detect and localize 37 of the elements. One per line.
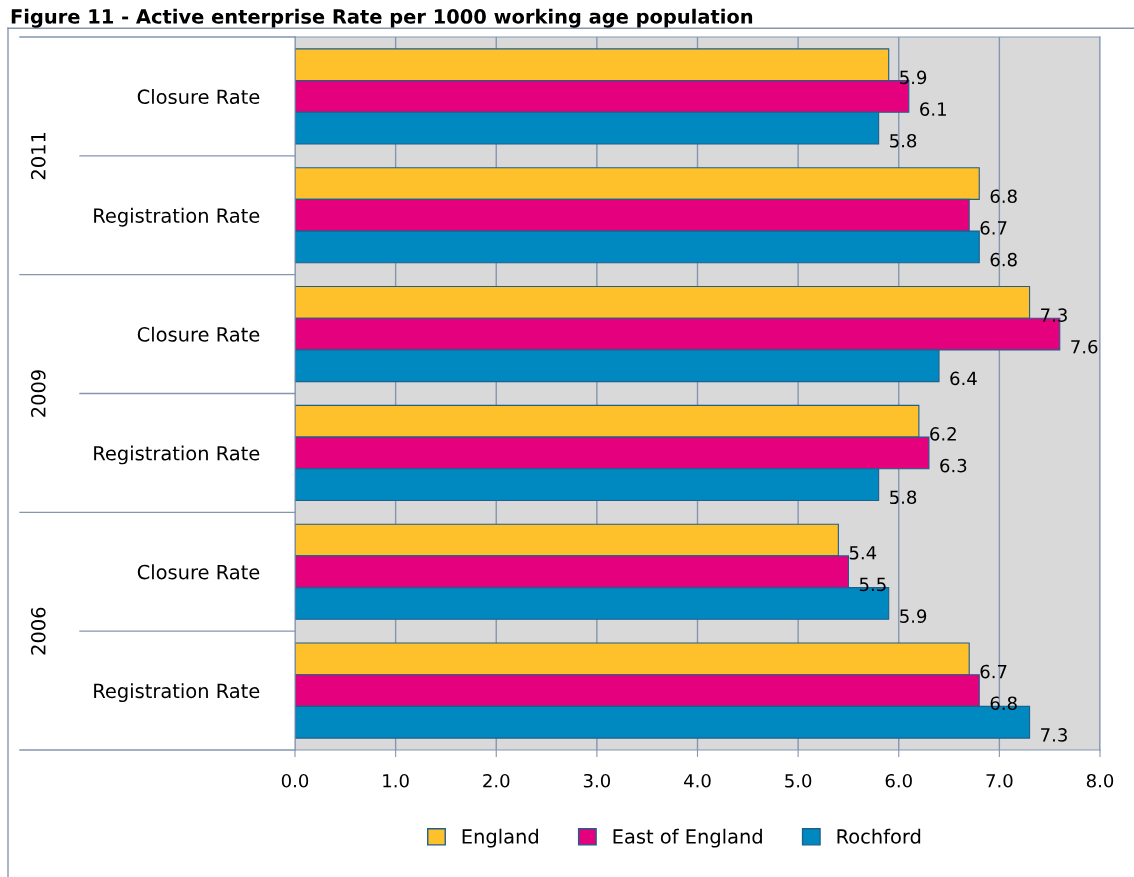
y-tick-label: Registration Rate [94, 207, 260, 227]
chart-title: Figure 11 - Active enterprise Rate per 1000 working age population [11, 8, 753, 28]
text: 2009 [30, 370, 46, 417]
data-label: 7.3 [1041, 728, 1067, 742]
x-tick-label: 2.0 [483, 773, 510, 788]
x-tick-label: 0.0 [281, 773, 309, 788]
data-label: 6.8 [990, 252, 1017, 267]
x-tick-label: 7.0 [986, 773, 1013, 788]
x-tick-label: 3.0 [583, 773, 611, 788]
data-label: 5.9 [900, 70, 927, 85]
text: 2011 [30, 132, 46, 180]
data-label: 5.9 [900, 609, 927, 623]
data-label: 6.7 [980, 664, 1007, 679]
y-tick-label: Registration Rate [94, 445, 260, 465]
data-label: 5.8 [890, 133, 917, 148]
data-label: 6.7 [980, 221, 1007, 235]
y-tick-label: Closure Rate [137, 564, 260, 580]
text: 2006 [30, 607, 46, 655]
y-tick-label: Closure Rate [137, 89, 260, 105]
y-tick-label: Closure Rate [137, 326, 260, 342]
x-tick-label: 4.0 [684, 773, 711, 788]
data-label: 6.4 [950, 371, 977, 386]
data-label: 6.1 [920, 102, 946, 116]
y-tick-label: Registration Rate [94, 683, 260, 703]
legend-label: England [462, 828, 538, 848]
data-label: 5.4 [849, 546, 877, 560]
legend-label: Rochford [837, 828, 921, 844]
data-label: 6.3 [940, 458, 967, 473]
data-label: 5.8 [890, 490, 917, 505]
x-tick-label: 6.0 [885, 773, 912, 788]
x-tick-label: 5.0 [785, 773, 812, 788]
legend-label: East of England [613, 828, 762, 848]
x-tick-label: 1.0 [383, 773, 409, 788]
x-tick-label: 8.0 [1086, 773, 1114, 788]
data-label: 7.6 [1071, 339, 1098, 354]
data-label: 6.2 [930, 427, 956, 441]
data-label: 6.8 [990, 189, 1017, 204]
